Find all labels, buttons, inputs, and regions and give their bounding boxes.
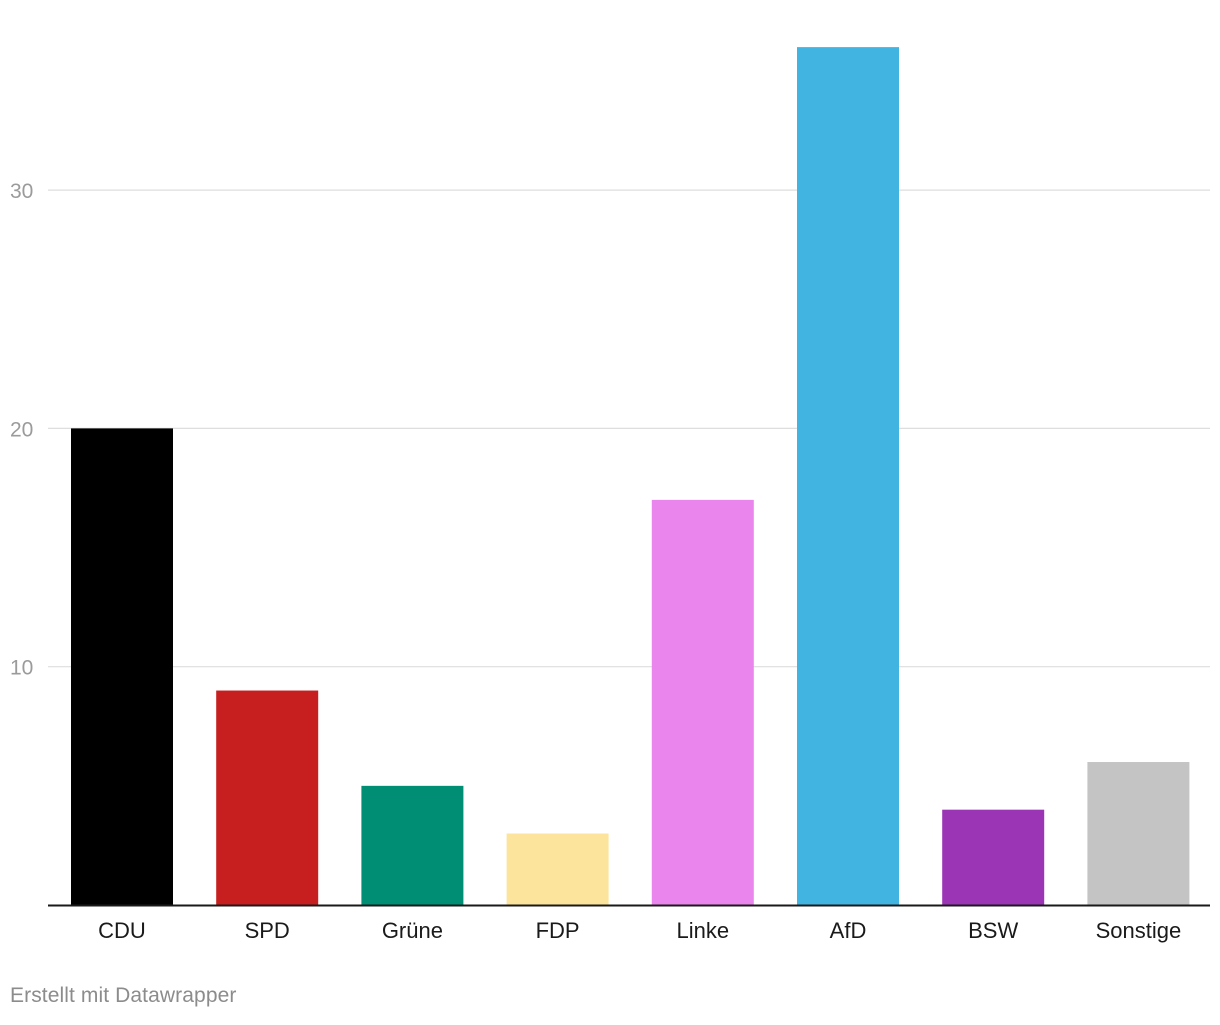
x-tick-label-0: CDU (98, 918, 146, 943)
x-tick-label-6: BSW (968, 918, 1018, 943)
bar-6 (942, 809, 1045, 905)
bar-4 (651, 499, 754, 905)
x-tick-label-4: Linke (677, 918, 730, 943)
bar-3 (506, 833, 609, 905)
x-tick-label-5: AfD (830, 918, 867, 943)
bars-layer (71, 47, 1190, 906)
y-tick-label-10: 10 (10, 657, 33, 680)
bar-0 (71, 428, 173, 905)
x-tick-label-2: Grüne (382, 918, 443, 943)
y-tick-label-30: 30 (10, 180, 33, 203)
x-tick-label-1: SPD (245, 918, 290, 943)
footer-credit: Erstellt mit Datawrapper (10, 984, 237, 1007)
bar-1 (216, 690, 319, 905)
bar-2 (361, 785, 464, 905)
axis-layer: CDU SPD Grüne FDP Linke AfD BSW Sonstige (48, 904, 1210, 943)
bar-7 (1087, 762, 1190, 905)
x-tick-label-7: Sonstige (1096, 918, 1182, 943)
y-tick-label-20: 20 (10, 418, 33, 441)
grid-layer: 10 20 30 (10, 180, 1210, 680)
x-tick-label-3: FDP (536, 918, 580, 943)
bar-5 (797, 47, 899, 906)
